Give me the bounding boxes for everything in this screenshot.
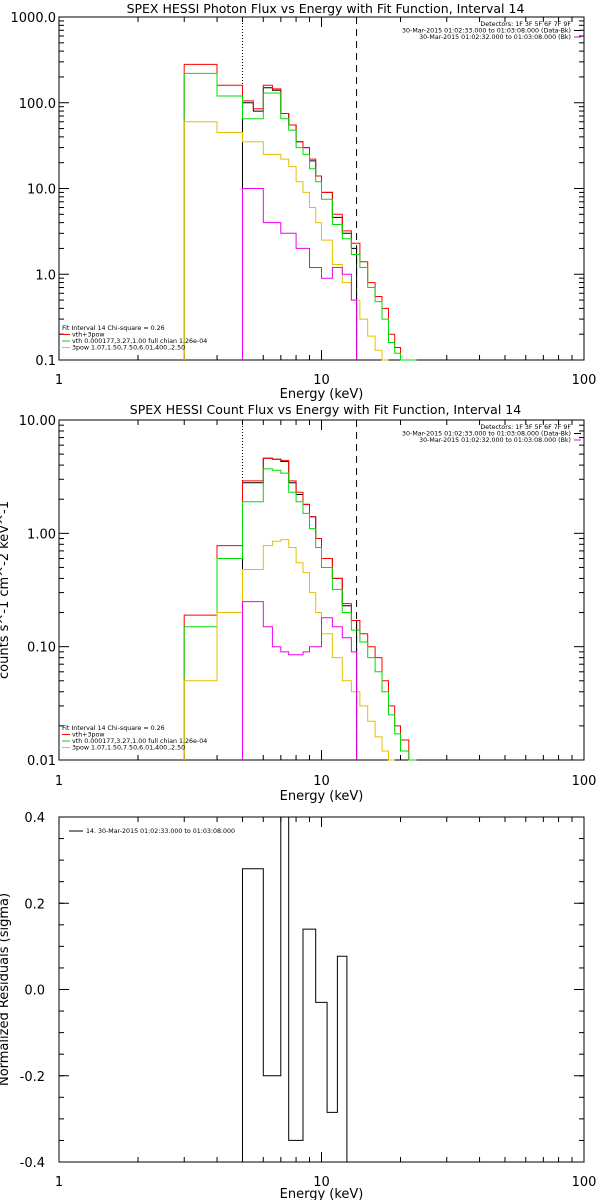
- legend-text: 14. 30-Mar-2015 01:02:33.000 to 01:03:08…: [86, 828, 235, 835]
- y-tick-label: 0.01: [27, 754, 56, 769]
- info-right-line: 30-Mar-2015 01:02:32.000 to 01:03:08.000…: [419, 437, 571, 444]
- info-left-line: Fit Interval 14 Chi-square = 0.26: [62, 725, 165, 732]
- info-left-line: 3pow 1.07,1.50,7.50,6.01,400.,2.50: [72, 345, 185, 352]
- y-tick-label: 1.0: [35, 268, 56, 283]
- photon-flux-panel: SPEX HESSI Photon Flux vs Energy with Fi…: [11, 1, 597, 402]
- x-tick-label: 10: [313, 774, 330, 789]
- x-tick-label: 10: [313, 1175, 330, 1190]
- y-tick-label: 100.0: [19, 97, 56, 112]
- x-tick-label: 10: [313, 373, 330, 388]
- info-right-line: 30-Mar-2015 01:02:32.000 to 01:03:08.000…: [419, 34, 571, 41]
- series-3pow: [183, 539, 395, 761]
- series-black: [242, 87, 358, 360]
- info-left-line: 3pow 1.07,1.50,7.50,6.01,400.,2.50: [72, 745, 185, 752]
- y-tick-label: 0.2: [24, 897, 45, 912]
- y-tick-label: 10.00: [19, 414, 56, 429]
- series-vth-3pow: [183, 457, 417, 761]
- series-vth: [183, 468, 417, 761]
- series-3pow: [183, 121, 389, 361]
- series-magenta: [242, 188, 358, 360]
- y-tick-label: -0.2: [20, 1070, 45, 1085]
- info-right-line: Detectors: 1F 3F 5F 6F 7F 9F: [480, 21, 571, 28]
- y-tick-label: 10.0: [27, 183, 56, 198]
- y-axis-label: Normalized Residuals (sigma): [0, 893, 12, 1086]
- x-axis-label: Energy (keV): [280, 387, 364, 402]
- y-tick-label: 0.1: [35, 354, 56, 369]
- x-tick-label: 1: [55, 373, 63, 388]
- x-tick-label: 100: [572, 373, 597, 388]
- x-tick-label: 100: [572, 1175, 597, 1190]
- info-left-line: vth+3pow: [72, 332, 104, 339]
- y-tick-label: -0.4: [20, 1156, 45, 1171]
- x-axis-label: Energy (keV): [280, 1187, 364, 1200]
- y-tick-label: 0.0: [24, 984, 45, 999]
- x-tick-label: 1: [55, 1175, 63, 1190]
- series-vth: [183, 72, 417, 361]
- x-axis-label: Energy (keV): [280, 789, 364, 804]
- info-left-line: vth 0.000177,3.27,1.00 full chian 1.26e-…: [72, 338, 207, 345]
- count-flux-panel: SPEX HESSI Count Flux vs Energy with Fit…: [0, 402, 596, 804]
- y-tick-label: 1000.0: [11, 11, 57, 26]
- chart-title: SPEX HESSI Photon Flux vs Energy with Fi…: [127, 1, 525, 16]
- info-right-line: 30-Mar-2015 01:02:33.000 to 01:03:08.000…: [402, 431, 571, 438]
- info-right-line: 30-Mar-2015 01:02:33.000 to 01:03:08.000…: [402, 28, 571, 35]
- info-left-line: Fit Interval 14 Chi-square = 0.26: [62, 325, 165, 332]
- plot-frame: [58, 816, 585, 1163]
- x-tick-label: 100: [572, 774, 597, 789]
- y-tick-label: 1.00: [27, 527, 56, 542]
- chart-title: SPEX HESSI Count Flux vs Energy with Fit…: [130, 402, 521, 417]
- x-tick-label: 1: [55, 774, 63, 789]
- residuals-panel: 1 10 100 0.4 0.2 0.0 -0.2 -0.4 Energy (keV) Norma…: [0, 811, 596, 1200]
- series-black: [242, 457, 358, 760]
- y-tick-label: 0.10: [27, 641, 56, 656]
- info-left-line: vth 0.000177,3.27,1.00 full chian 1.26e-…: [72, 738, 207, 745]
- series-residuals: [242, 816, 357, 1163]
- series-magenta: [242, 601, 358, 760]
- info-left-line: vth+3pow: [72, 732, 104, 739]
- y-axis-label: counts s^-1 cm^-2 keV^-1: [0, 501, 12, 679]
- plot-frame: [58, 419, 585, 761]
- y-tick-label: 0.4: [24, 811, 45, 826]
- info-right-line: Detectors: 1F 3F 5F 6F 7F 9F: [480, 424, 571, 431]
